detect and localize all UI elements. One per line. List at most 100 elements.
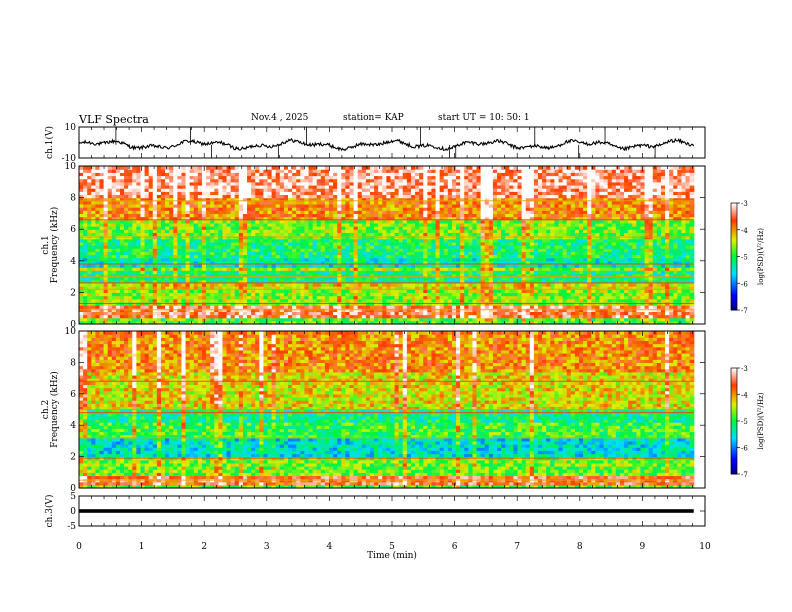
ch1-spectrogram-cell: [173, 295, 178, 300]
ch1-spectrogram-cell: [160, 279, 166, 284]
ch1-spectrogram-cell: [460, 295, 465, 300]
ch1-spectrogram-cell: [91, 289, 96, 293]
ch1-spectrogram-cell: [505, 282, 510, 287]
ch1-spectrogram-cell: [345, 292, 351, 297]
ch1-spectrogram-cell: [148, 311, 154, 316]
ch1-spectrogram-cell: [267, 317, 273, 322]
ch1-spectrogram-cell: [583, 311, 588, 316]
ch1-spectrogram-cell: [374, 292, 379, 297]
ch1-spectrogram-cell: [435, 317, 441, 322]
ch1-spectrogram-cell: [165, 314, 170, 319]
ch1-spectrogram-cell: [226, 279, 232, 284]
ch1-spectrogram-cell: [394, 289, 400, 293]
ch1-spectrogram-cell: [468, 311, 474, 316]
ch1-spectrogram-cell: [521, 289, 527, 293]
ch1-spectrogram-cell: [669, 314, 674, 319]
ch1-spectrogram-cell: [484, 320, 490, 325]
ch1-spectrogram-cell: [136, 282, 142, 287]
ch1-spectrogram-cell: [230, 311, 236, 316]
ch1-spectrogram-cell: [333, 279, 338, 284]
ch1-spectrogram-cell: [505, 311, 510, 316]
ch1-spectrogram-cell: [562, 289, 568, 293]
ch1-spectrogram-cell: [435, 289, 441, 293]
ch1-spectrogram-cell: [562, 279, 568, 284]
ch1-spectrogram-cell: [554, 289, 560, 293]
ch1-spectrogram-cell: [394, 295, 400, 300]
ch1-spectrogram-cell: [197, 298, 203, 303]
ch1-spectrogram-cell: [173, 320, 178, 325]
ch1-spectrogram-cell: [640, 279, 646, 284]
ch1-spectrogram-cell: [628, 320, 633, 325]
ch1-spectrogram-cell: [636, 298, 642, 303]
ch1-spectrogram-cell: [214, 292, 219, 297]
ch1-spectrogram-cell: [406, 286, 412, 290]
ch1-spectrogram-cell: [517, 289, 523, 293]
ch1-spectrogram-cell: [439, 279, 445, 284]
ch1-spectrogram-cell: [361, 289, 367, 293]
ch1-spectrogram-cell: [275, 276, 281, 281]
ch1-spectrogram-cell: [210, 305, 215, 309]
ch1-spectrogram-cell: [472, 305, 478, 309]
ch1-spectrogram-cell: [296, 289, 301, 293]
ch1-spectrogram-cell: [152, 276, 158, 281]
ch1-spectrogram-cell: [128, 289, 133, 293]
ch1-spectrogram-cell: [476, 317, 482, 322]
ch1-spectrogram-cell: [160, 276, 166, 281]
ch1-spectrogram-cell: [480, 289, 486, 293]
ch1-spectrogram-cell: [181, 317, 187, 322]
ch1-spectrogram-cell: [160, 295, 166, 300]
ch1-spectrogram-cell: [607, 320, 613, 325]
ch1-spectrogram-cell: [193, 292, 199, 297]
ch1-spectrogram-cell: [201, 279, 207, 284]
ch1-spectrogram-cell: [103, 320, 109, 325]
ch1-spectrogram-cell: [542, 317, 547, 322]
ch1-spectrogram-cell: [148, 314, 154, 319]
ch1-spectrogram-cell: [234, 314, 240, 319]
ch1-spectrogram-cell: [124, 305, 129, 309]
ch1-spectrogram-cell: [476, 305, 482, 309]
ch1-spectrogram-cell: [464, 289, 469, 293]
ch1-spectrogram-cell: [578, 298, 584, 303]
ch1-spectrogram-cell: [599, 314, 605, 319]
ch1-spectrogram-cell: [140, 320, 146, 325]
ch1-spectrogram-cell: [230, 295, 236, 300]
ch1-spectrogram-cell: [632, 311, 637, 316]
ch1-spectrogram-cell: [603, 311, 609, 316]
ch1-spectrogram-cell: [652, 286, 658, 290]
ch1-spectrogram-cell: [439, 317, 445, 322]
ch1-spectrogram-cell: [267, 305, 273, 309]
ch1-spectrogram-cell: [574, 320, 580, 325]
ch1-spectrogram-cell: [214, 295, 219, 300]
ch1-spectrogram-cell: [435, 286, 441, 290]
ch1-spectrogram-cell: [185, 305, 191, 309]
ch1-spectrogram-cell: [365, 320, 371, 325]
ch1-spectrogram-cell: [99, 289, 105, 293]
ch1-spectrogram-cell: [312, 317, 318, 322]
ch1-spectrogram-cell: [230, 286, 236, 290]
ch1-spectrogram-cell: [595, 311, 601, 316]
ch1-spectrogram-cell: [292, 279, 297, 284]
ch1-spectrogram-cell: [214, 279, 219, 284]
ch1-spectrogram-cell: [181, 276, 187, 281]
ch1-spectrogram-cell: [271, 317, 277, 322]
ch1-spectrogram-cell: [615, 282, 621, 287]
ch1-spectrogram-cell: [234, 295, 240, 300]
ch1-spectrogram-cell: [128, 311, 133, 316]
ch1-spectrogram-cell: [464, 305, 469, 309]
ch1-spectrogram-cell: [156, 311, 162, 316]
ch1-spectrogram-cell: [288, 276, 293, 281]
ch1-spectrogram-cell: [378, 289, 383, 293]
ch1-spectrogram-cell: [390, 320, 396, 325]
ch1-spectrogram-cell: [210, 292, 215, 297]
ch1-spectrogram-cell: [181, 286, 187, 290]
ch1-spectrogram-cell: [386, 314, 392, 319]
ch1-spectrogram-cell: [165, 317, 170, 322]
ch1-spectrogram-cell: [320, 279, 326, 284]
ch1-spectrogram-cell: [296, 317, 301, 322]
ch1-spectrogram-cell: [476, 282, 482, 287]
ch1-spectrogram-cell: [669, 282, 674, 287]
ch1-spectrogram-cell: [308, 286, 314, 290]
ch1-spectrogram-cell: [636, 311, 642, 316]
ch1-spectrogram-cell: [341, 292, 346, 297]
ch1-spectrogram-cell: [640, 286, 646, 290]
